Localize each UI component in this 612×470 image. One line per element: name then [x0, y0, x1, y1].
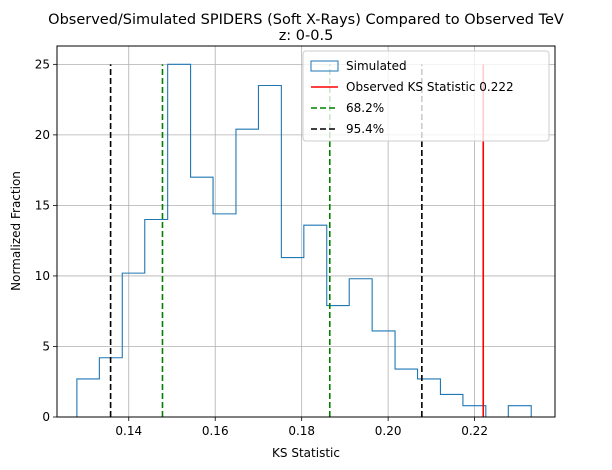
- histogram-bin: [258, 85, 281, 417]
- y-tick-label: 0: [42, 410, 50, 424]
- x-axis-label: KS Statistic: [272, 446, 340, 460]
- x-axis: 0.14 0.16 0.18 0.20 0.22: [115, 417, 488, 438]
- legend-label: Simulated: [346, 59, 407, 73]
- histogram-bin: [418, 379, 441, 417]
- y-tick-label: 15: [35, 198, 50, 212]
- histogram-bin: [122, 273, 144, 417]
- x-tick-label: 0.16: [202, 424, 229, 438]
- x-tick-label: 0.14: [115, 424, 142, 438]
- histogram-bin: [463, 406, 486, 417]
- histogram-outline: [76, 63, 532, 418]
- histogram-bin: [213, 214, 236, 417]
- y-tick-label: 20: [35, 128, 50, 142]
- histogram-bin: [168, 64, 191, 417]
- y-axis-label: Normalized Fraction: [9, 171, 23, 291]
- histogram-bin: [304, 225, 327, 417]
- histogram-bin: [191, 177, 213, 417]
- histogram-bin: [77, 379, 99, 417]
- x-tick-label: 0.20: [375, 424, 402, 438]
- chart-title: Observed/Simulated SPIDERS (Soft X-Rays)…: [48, 12, 564, 28]
- legend-swatch: [310, 60, 339, 72]
- legend-label: 68.2%: [346, 101, 384, 115]
- legend: Simulated Observed KS Statistic 0.222 68.2…: [302, 50, 550, 142]
- histogram-bin: [281, 258, 303, 417]
- histogram-bin: [372, 331, 395, 417]
- histogram-bin: [440, 394, 462, 417]
- legend-label: Observed KS Statistic 0.222: [346, 80, 514, 94]
- legend-label: 95.4%: [346, 122, 384, 136]
- histogram-bin: [145, 220, 168, 417]
- legend-box: [302, 50, 550, 142]
- y-tick-label: 10: [35, 269, 50, 283]
- histogram-bin: [236, 129, 258, 417]
- histogram-bin: [349, 279, 372, 417]
- x-tick-label: 0.18: [288, 424, 315, 438]
- x-tick-label: 0.22: [461, 424, 488, 438]
- y-tick-label: 25: [35, 57, 50, 71]
- chart-subtitle: z: 0-0.5: [279, 28, 334, 44]
- y-tick-label: 5: [42, 339, 50, 353]
- histogram-bin: [395, 369, 417, 417]
- y-axis: 0 5 10 15 20 25: [35, 57, 57, 424]
- plot-frame: [56, 45, 556, 418]
- histogram-bin: [508, 406, 531, 417]
- plot-area: [76, 63, 532, 418]
